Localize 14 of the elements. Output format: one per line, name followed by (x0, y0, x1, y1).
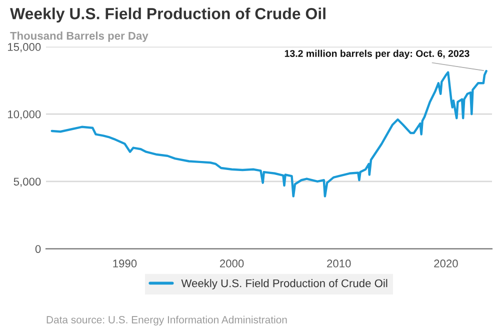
x-tick-label: 2000 (220, 260, 244, 268)
chart-title: Weekly U.S. Field Production of Crude Oil (10, 8, 326, 22)
x-tick-label: 2020 (434, 260, 458, 268)
x-tick-label: 1990 (113, 260, 137, 268)
y-tick-label: 15,000 (8, 43, 41, 52)
legend-label: Weekly U.S. Field Production of Crude Oil (181, 279, 388, 290)
y-tick-label: 5,000 (14, 178, 41, 187)
x-tick-label: 2010 (327, 260, 351, 268)
y-axis-title: Thousand Barrels per Day (10, 32, 148, 42)
source-note: Data source: U.S. Energy Information Administration (46, 316, 287, 326)
line-series (50, 70, 488, 198)
y-tick-label: 10,000 (8, 110, 41, 120)
annotation: 13.2 million barrels per day: Oct. 6, 2023 (284, 50, 470, 59)
y-tick-label: 0 (35, 245, 41, 253)
